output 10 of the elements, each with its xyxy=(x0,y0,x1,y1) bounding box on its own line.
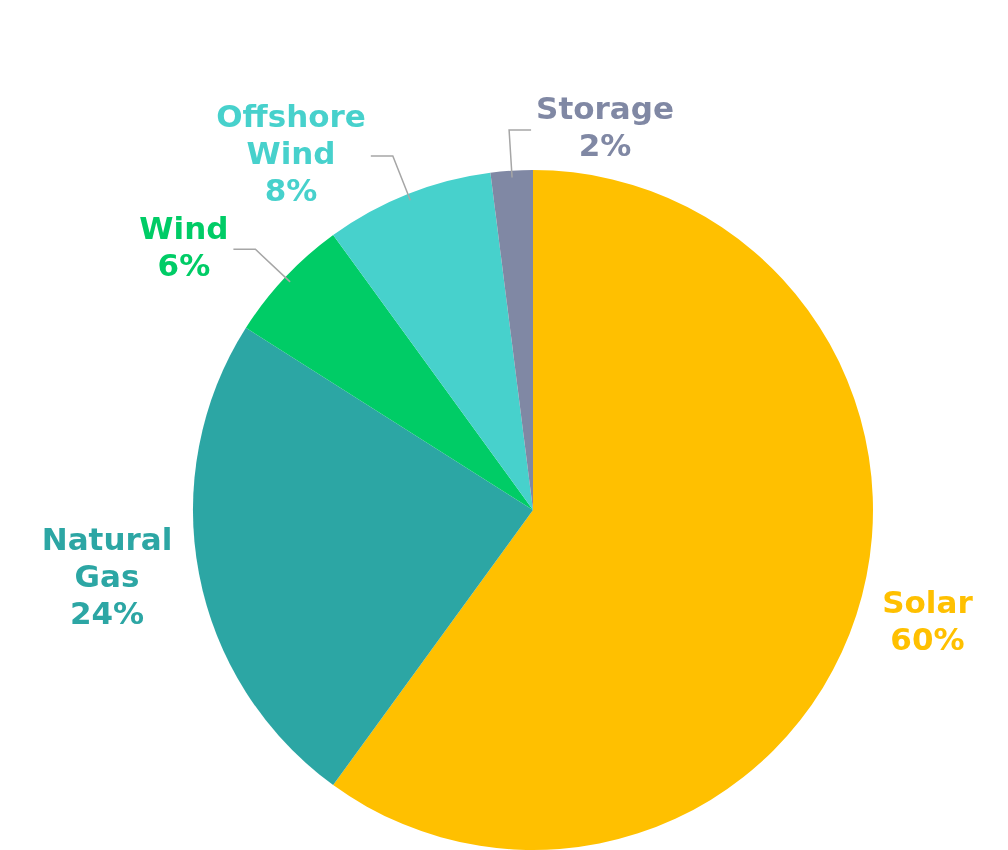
data-label: 60% xyxy=(890,621,965,658)
slice-label: Wind xyxy=(139,209,229,246)
slice-label: Solar xyxy=(882,584,974,621)
data-label: 8% xyxy=(264,171,318,208)
data-label: 6% xyxy=(157,246,211,283)
slice-label: Natural Gas xyxy=(41,520,173,594)
slice-label: Offshore Wind xyxy=(216,97,366,171)
slice-label: Storage xyxy=(536,90,674,127)
data-label: 24% xyxy=(69,594,145,631)
data-label: 2% xyxy=(578,127,632,164)
